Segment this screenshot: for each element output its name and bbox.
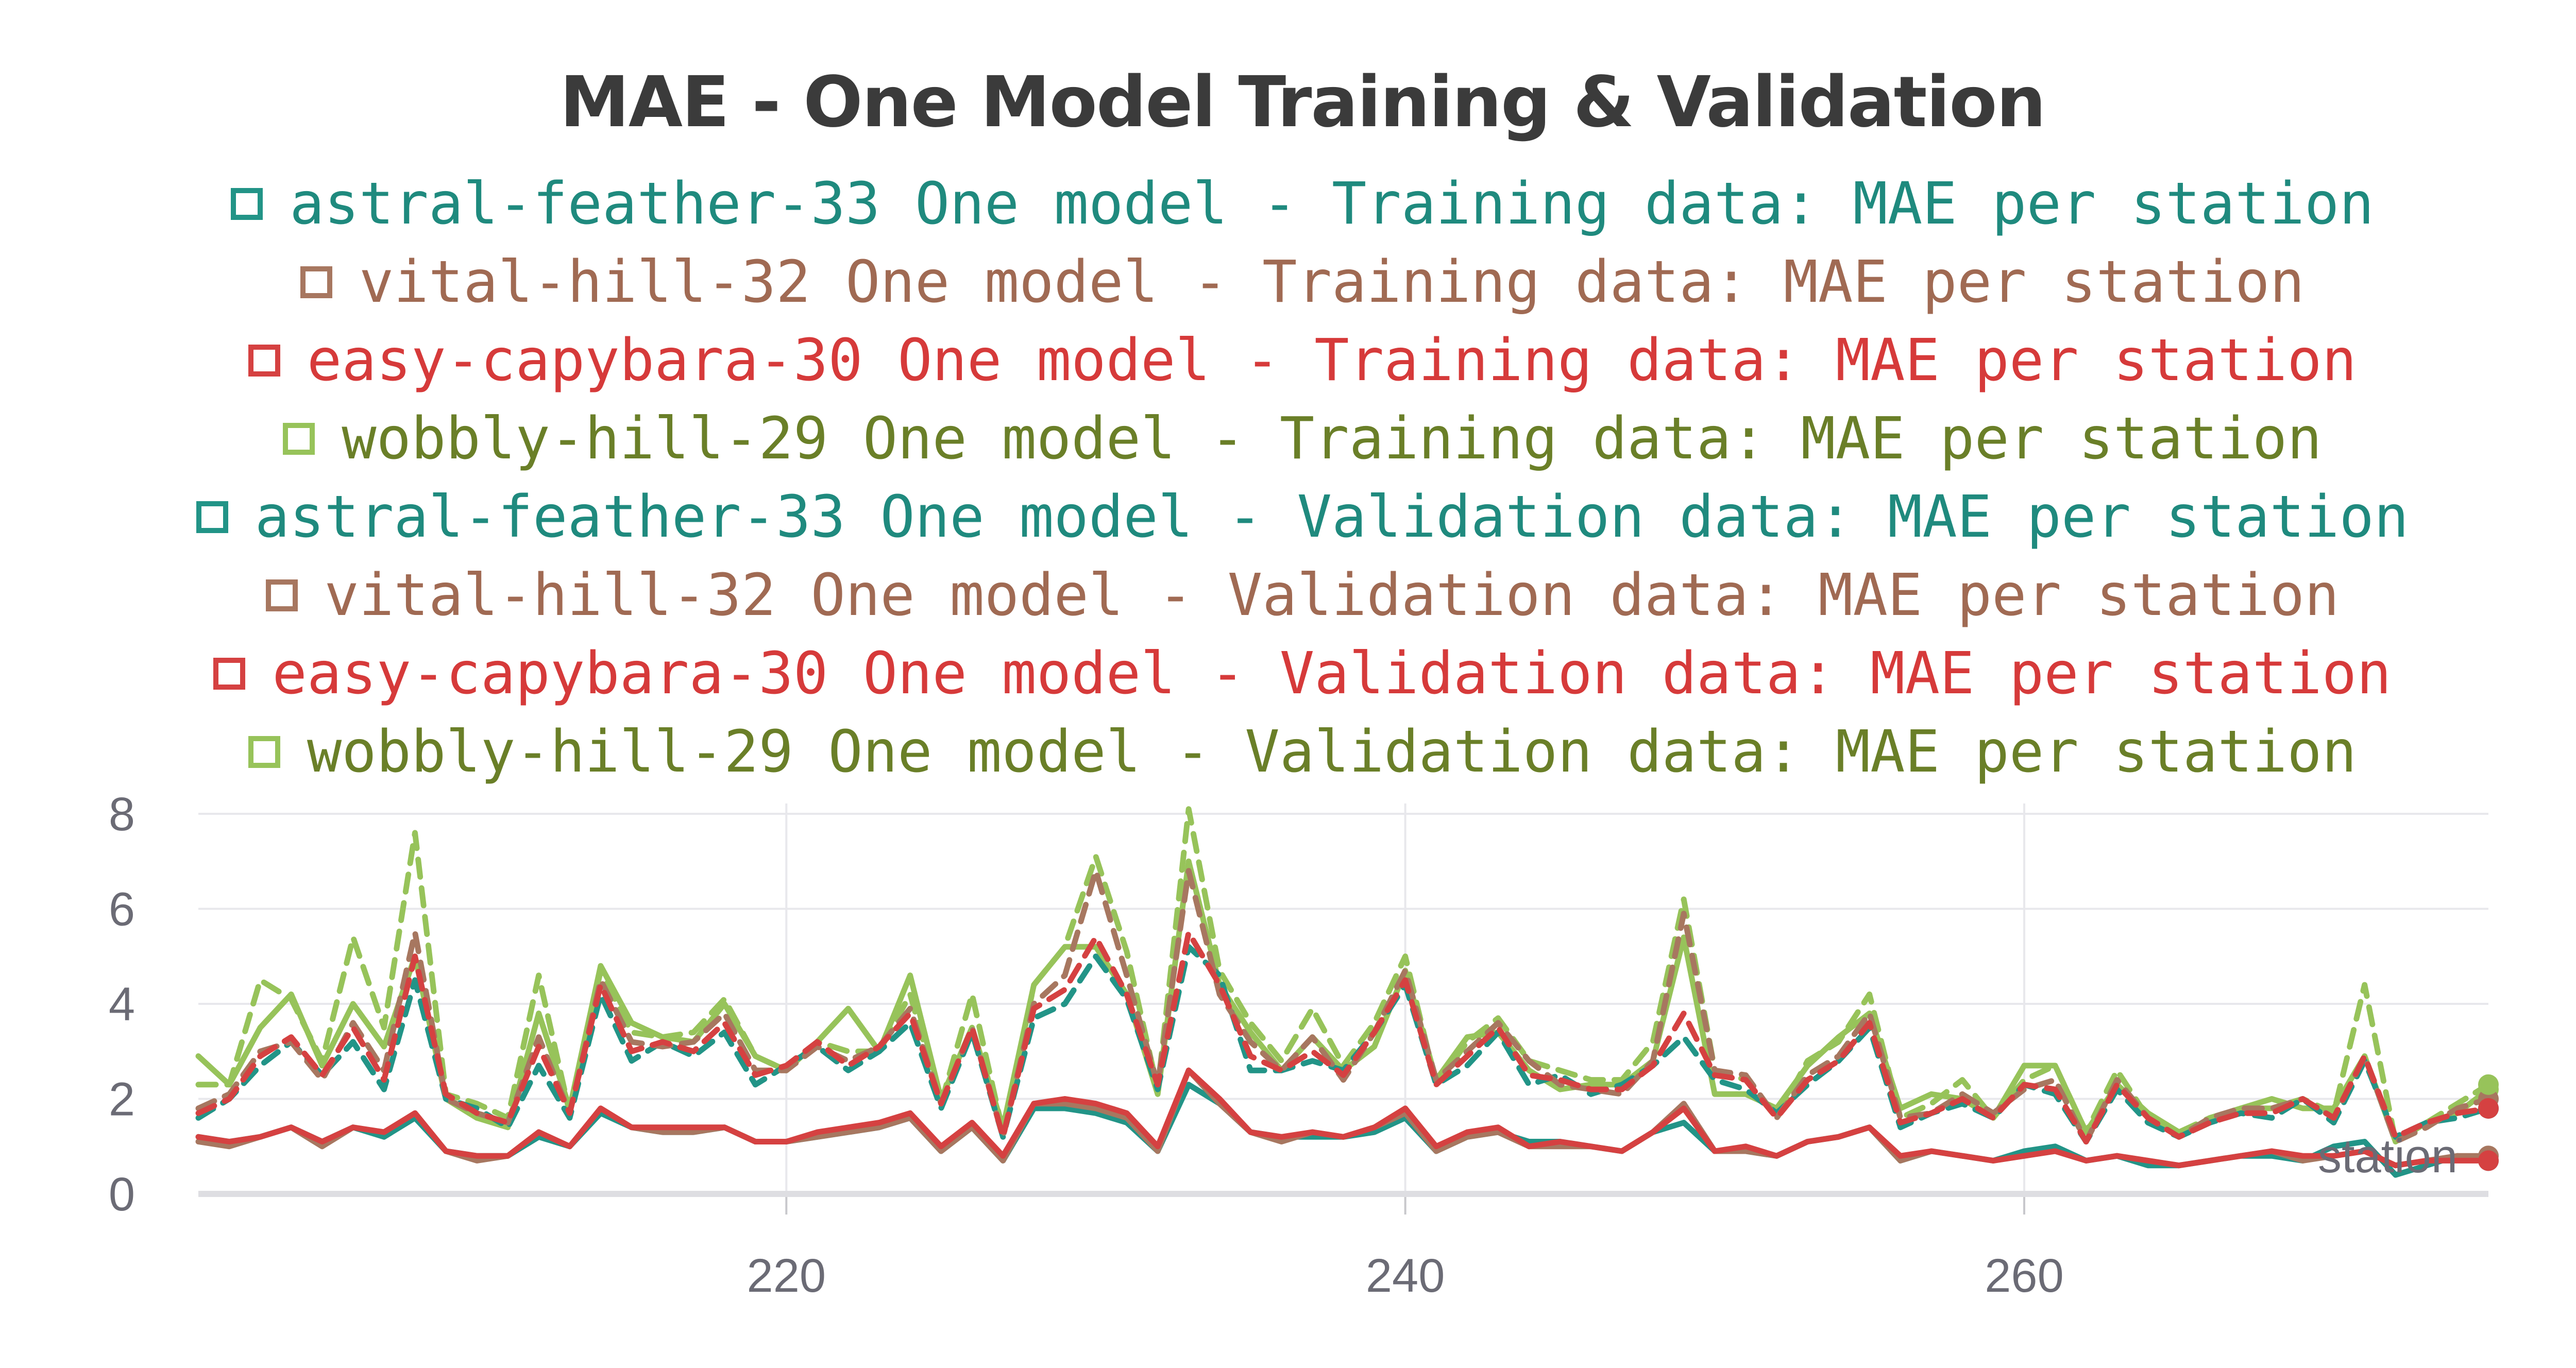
y-tick-label: 4 <box>109 978 135 1031</box>
legend-label: easy-capybara-30 One model - Validation … <box>272 640 2392 707</box>
legend-label: astral-feather-33 One model - Validation… <box>255 484 2409 551</box>
legend-label: vital-hill-32 One model - Training data:… <box>359 249 2305 316</box>
series-line <box>195 868 2492 1144</box>
legend-item[interactable]: wobbly-hill-29 One model - Training data… <box>0 400 2576 478</box>
legend-label: wobbly-hill-29 One model - Validation da… <box>307 719 2357 785</box>
legend-label: easy-capybara-30 One model - Training da… <box>307 327 2357 394</box>
legend-item[interactable]: vital-hill-32 One model - Validation dat… <box>0 556 2576 635</box>
series-end-marker <box>2478 1098 2499 1119</box>
legend-swatch <box>213 658 246 690</box>
x-tick-label: 260 <box>1985 1250 2064 1302</box>
legend-swatch <box>196 501 228 533</box>
x-axis-label: station <box>2318 1130 2458 1183</box>
series-end-marker <box>2478 1074 2499 1095</box>
series-line <box>195 806 2492 1144</box>
legend-item[interactable]: vital-hill-32 One model - Training data:… <box>0 243 2576 321</box>
y-tick-label: 0 <box>109 1168 135 1221</box>
legend-swatch <box>248 736 280 768</box>
legend-label: astral-feather-33 One model - Training d… <box>290 170 2374 237</box>
x-tick-label: 220 <box>747 1250 826 1302</box>
x-tick-label: 240 <box>1366 1250 1445 1302</box>
series-line <box>195 1067 2492 1169</box>
y-tick-label: 6 <box>109 883 135 936</box>
series-lines <box>195 806 2492 1178</box>
series-line <box>195 930 2492 1144</box>
chart-title: MAE - One Model Training & Validation <box>560 62 2046 143</box>
y-tick-label: 8 <box>109 788 135 841</box>
legend-item[interactable]: wobbly-hill-29 One model - Validation da… <box>0 713 2576 791</box>
legend-swatch <box>300 266 332 298</box>
legend-swatch <box>283 423 315 455</box>
legend-swatch <box>248 345 280 377</box>
legend-label: wobbly-hill-29 One model - Training data… <box>342 405 2322 472</box>
legend: astral-feather-33 One model - Training d… <box>0 165 2576 791</box>
legend-item[interactable]: astral-feather-33 One model - Validation… <box>0 478 2576 556</box>
legend-swatch <box>265 579 298 611</box>
legend-item[interactable]: easy-capybara-30 One model - Training da… <box>0 321 2576 400</box>
axes: 0 2 4 6 8 220 240 260 <box>109 788 2488 1302</box>
grid-lines <box>198 803 2488 1194</box>
legend-label: vital-hill-32 One model - Validation dat… <box>324 562 2340 629</box>
legend-item[interactable]: astral-feather-33 One model - Training d… <box>0 165 2576 243</box>
legend-swatch <box>231 188 263 220</box>
y-tick-label: 2 <box>109 1073 135 1126</box>
series-end-markers <box>2478 1074 2499 1171</box>
legend-item[interactable]: easy-capybara-30 One model - Validation … <box>0 635 2576 713</box>
series-end-marker <box>2478 1150 2499 1171</box>
